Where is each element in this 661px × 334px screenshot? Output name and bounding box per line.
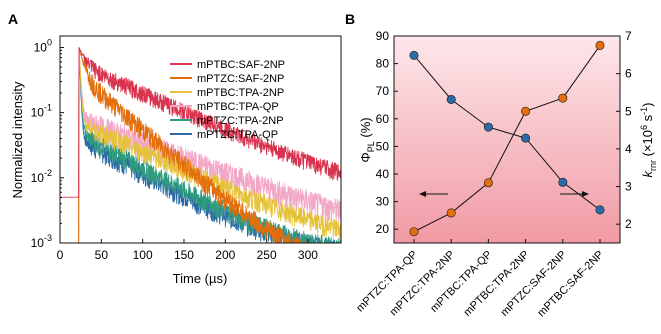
x-tick-label: 0	[57, 248, 64, 262]
y-tick-label: 100	[34, 37, 52, 54]
category-label: mPTBC:TPA-2NP	[462, 249, 532, 319]
legend-label: mPTZC:SAF-2NP	[197, 73, 284, 85]
panel-a: A 0 50 100 150 200 250 300 100 10-1 10-2 10-3 Tim…	[8, 11, 342, 286]
right-tick-label: 4	[625, 142, 632, 156]
legend-label: mPTZC:TPA-QP	[197, 129, 278, 141]
panel-b-label: B	[345, 11, 355, 27]
panel-b-left-axis-label: ΦPL (%)	[358, 117, 376, 162]
left-tick-label: 50	[376, 139, 390, 153]
left-tick-label: 30	[376, 195, 390, 209]
series-line-right	[413, 45, 601, 233]
panel-a-label: A	[8, 11, 18, 27]
data-point-left	[595, 205, 605, 215]
category-label: mPTBC:SAF-2NP	[535, 249, 606, 320]
x-tick-label: 200	[215, 248, 235, 262]
data-point-left	[558, 177, 568, 187]
left-tick-label: 70	[376, 84, 390, 98]
panel-a-legend: mPTBC:SAF-2NP mPTZC:SAF-2NP mPTBC:TPA-2NP m…	[170, 59, 285, 141]
data-point-left	[483, 122, 493, 132]
decay-trace-mPTBC:SAF-2NP	[60, 47, 341, 198]
x-tick-label: 100	[133, 248, 153, 262]
data-point-left	[521, 133, 531, 143]
legend-label: mPTZC:TPA-2NP	[197, 115, 284, 127]
left-tick-label: 60	[376, 112, 390, 126]
legend-label: mPTBC:TPA-QP	[197, 101, 279, 113]
panel-b-right-ticks: 2 3 4 5 6 7	[616, 29, 632, 231]
panel-a-frame	[59, 35, 342, 244]
decay-trace-mPTBC:TPA-2NP	[78, 47, 341, 243]
legend-label: mPTBC:TPA-2NP	[197, 87, 284, 99]
panel-b-right-axis-label: krnr (×106 s-1)	[639, 103, 658, 178]
panel-b-category-labels: mPTZC:TPA-QPmPTZC:TPA-2NPmPTBC:TPA-QPmPT…	[354, 239, 606, 319]
data-point-right	[521, 106, 531, 116]
left-tick-label: 20	[376, 222, 390, 236]
legend-label: mPTBC:SAF-2NP	[197, 59, 285, 71]
panel-b-left-ticks: 20 30 40 50 60 70 80 90	[376, 29, 398, 236]
data-point-right	[409, 227, 419, 237]
data-point-left	[446, 94, 456, 104]
category-label: mPTZC:TPA-QP	[354, 249, 420, 315]
data-point-right	[483, 178, 493, 188]
panel-a-y-label: Normalized intensity	[10, 81, 25, 199]
x-tick-label: 150	[174, 248, 194, 262]
y-tick-label: 10-2	[31, 168, 52, 185]
right-tick-label: 5	[625, 104, 632, 118]
category-label: mPTZC:SAF-2NP	[499, 249, 569, 319]
left-tick-label: 90	[376, 29, 390, 43]
panel-a-series	[60, 47, 341, 243]
data-point-left	[409, 50, 419, 60]
right-tick-label: 6	[625, 67, 632, 81]
decay-trace-mPTZC:SAF-2NP	[78, 47, 308, 243]
panel-a-x-ticks: 0 50 100 150 200 250 300	[57, 239, 318, 262]
data-point-right	[446, 208, 456, 218]
left-tick-label: 40	[376, 167, 390, 181]
category-label: mPTZC:TPA-2NP	[388, 249, 458, 319]
panel-a-x-label: Time (µs)	[173, 271, 228, 286]
panel-b-frame	[393, 35, 621, 244]
series-line-left	[413, 54, 601, 211]
left-tick-label: 80	[376, 57, 390, 71]
panel-b-series	[409, 40, 605, 237]
y-tick-label: 10-3	[31, 233, 52, 250]
left-axis-arrow	[419, 191, 448, 197]
right-tick-label: 3	[625, 180, 632, 194]
x-tick-label: 250	[257, 248, 277, 262]
y-tick-label: 10-1	[31, 103, 52, 120]
right-tick-label: 7	[625, 29, 632, 43]
right-axis-arrow	[560, 191, 589, 197]
data-point-right	[558, 93, 568, 103]
x-tick-label: 50	[95, 248, 109, 262]
x-tick-label: 300	[298, 248, 318, 262]
right-tick-label: 2	[625, 217, 632, 231]
panel-b-background	[394, 36, 620, 243]
data-point-right	[595, 40, 605, 50]
panel-a-y-ticks: 100 10-1 10-2 10-3	[31, 37, 64, 250]
